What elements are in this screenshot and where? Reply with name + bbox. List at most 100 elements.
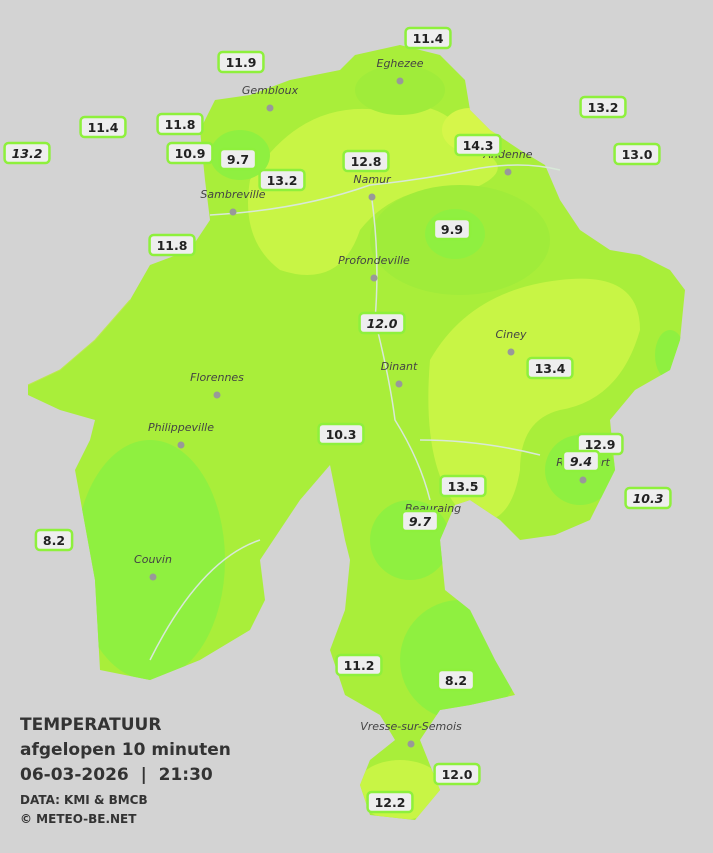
station-value: 11.4 — [413, 31, 444, 46]
station-box — [613, 142, 661, 166]
stations: 11.4 11.9 13.2 11.4 11.8 13.2 10.9 9.7 14.3 13.0 1… — [3, 26, 672, 814]
station: 13.0 — [613, 142, 661, 166]
city-dot — [368, 193, 376, 201]
station-box — [148, 233, 196, 257]
title: TEMPERATUUR — [20, 715, 161, 735]
city-dot — [177, 441, 185, 449]
station-box — [79, 115, 127, 139]
station: 13.2 — [579, 95, 627, 119]
station: 13.4 — [526, 356, 574, 380]
station-value: 12.0 — [367, 316, 398, 331]
station: 9.7 — [400, 509, 440, 533]
station-box — [317, 422, 365, 446]
city-dot — [229, 208, 237, 216]
station-value: 11.2 — [344, 658, 375, 673]
station: 12.8 — [342, 149, 390, 173]
city-label: Couvin — [134, 553, 172, 566]
station-box — [404, 26, 452, 50]
cities: EghezeeGemblouxAndenneNamurSambrevillePr… — [134, 57, 610, 748]
station-box — [561, 449, 601, 473]
city-dot — [504, 168, 512, 176]
station: 12.2 — [366, 790, 414, 814]
station-box — [335, 653, 383, 677]
city-dot — [507, 348, 515, 356]
city-dot — [579, 476, 587, 484]
station-box — [217, 50, 265, 74]
station-value: 13.0 — [622, 147, 653, 162]
station-box — [366, 790, 414, 814]
station: 11.9 — [217, 50, 265, 74]
station-value: 13.2 — [267, 173, 298, 188]
station-value: 12.9 — [585, 437, 616, 452]
station: 9.4 — [561, 449, 601, 473]
city-label: Ciney — [496, 328, 527, 341]
station-box — [454, 133, 502, 157]
station-value: 10.3 — [633, 491, 664, 506]
station-box — [358, 311, 406, 335]
city-label: Profondeville — [338, 254, 410, 267]
city-dot — [407, 740, 415, 748]
station: 13.5 — [439, 474, 487, 498]
station-value: 13.2 — [12, 146, 43, 161]
subtitle: afgelopen 10 minuten — [20, 740, 231, 760]
station: 13.2 — [258, 168, 306, 192]
station-value: 8.2 — [445, 673, 467, 688]
station-box — [433, 762, 481, 786]
station-value: 9.4 — [570, 454, 592, 469]
station-box — [526, 356, 574, 380]
city-label: Philippeville — [148, 421, 214, 434]
station: 8.2 — [34, 528, 74, 552]
station: 11.2 — [335, 653, 383, 677]
station-value: 11.8 — [165, 117, 196, 132]
datetime: 06-03-2026 | 21:30 — [20, 765, 213, 785]
station: 8.2 — [436, 668, 476, 692]
copyright: © METEO-BE.NET — [20, 812, 137, 826]
station: 13.2 — [3, 141, 51, 165]
station-value: 12.0 — [442, 767, 473, 782]
station: 11.4 — [79, 115, 127, 139]
station-value: 13.5 — [448, 479, 479, 494]
station: 10.3 — [624, 486, 672, 510]
station-value: 13.4 — [535, 361, 566, 376]
station: 12.9 — [576, 432, 624, 456]
city-label: Vresse-sur-Semois — [360, 720, 462, 733]
station-box — [432, 217, 472, 241]
station-value: 8.2 — [43, 533, 65, 548]
city-label: Eghezee — [377, 57, 424, 70]
station-value: 11.8 — [157, 238, 188, 253]
station: 10.9 — [166, 141, 214, 165]
city-label: Dinant — [381, 360, 418, 373]
city-label: Namur — [353, 173, 392, 186]
station: 11.4 — [404, 26, 452, 50]
station-box — [436, 668, 476, 692]
station-box — [400, 509, 440, 533]
city-dot — [370, 274, 378, 282]
station-box — [156, 112, 204, 136]
station-value: 11.4 — [88, 120, 119, 135]
city-dot — [396, 77, 404, 85]
station-box — [439, 474, 487, 498]
border — [27, 299, 131, 386]
city-label: Sambreville — [200, 188, 265, 201]
city-dot — [213, 391, 221, 399]
station-value: 11.9 — [226, 55, 257, 70]
city-label: Gembloux — [242, 84, 299, 97]
station-box — [166, 141, 214, 165]
rivers — [149, 164, 561, 661]
station-box — [218, 147, 258, 171]
station: 11.8 — [156, 112, 204, 136]
station-box — [3, 141, 51, 165]
station: 11.8 — [148, 233, 196, 257]
station-value: 12.2 — [375, 795, 406, 810]
station-box — [624, 486, 672, 510]
station-value: 14.3 — [463, 138, 494, 153]
station: 10.3 — [317, 422, 365, 446]
station-value: 13.2 — [588, 100, 619, 115]
station-value: 9.7 — [409, 514, 431, 529]
station-box — [579, 95, 627, 119]
station-value: 9.9 — [441, 222, 463, 237]
station-value: 9.7 — [227, 152, 249, 167]
city-dot — [149, 573, 157, 581]
